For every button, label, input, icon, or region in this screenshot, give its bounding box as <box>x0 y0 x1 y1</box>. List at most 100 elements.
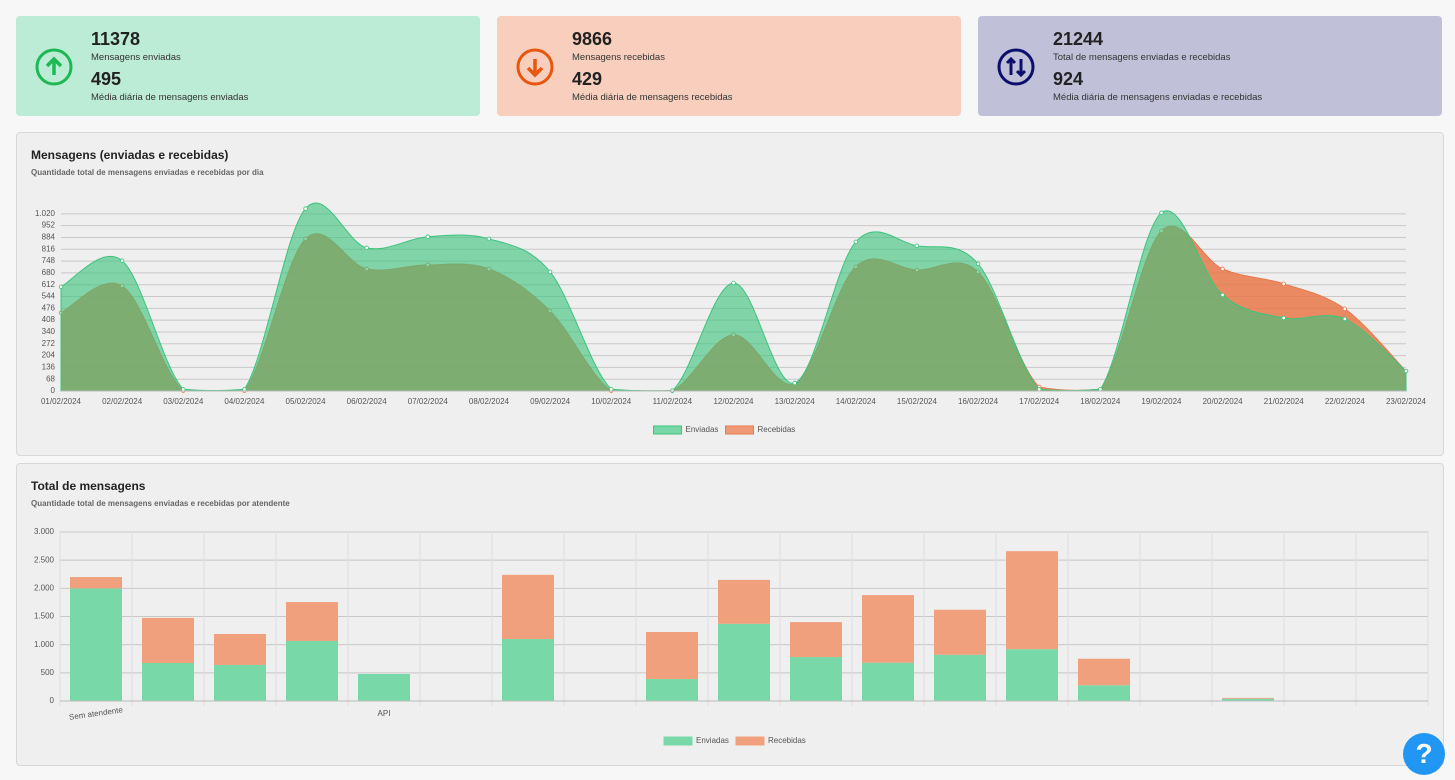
x-tick-label: 19/02/2024 <box>1141 397 1182 406</box>
point <box>853 239 858 244</box>
x-tick-label: 18/02/2024 <box>1080 397 1121 406</box>
x-tick-label: 01/02/2024 <box>41 397 82 406</box>
bar-segment <box>1078 685 1130 701</box>
bar-segment <box>934 654 986 701</box>
bar-segment <box>646 679 698 701</box>
y-tick-label: 408 <box>42 315 56 324</box>
card-avg: 495 <box>91 69 122 89</box>
point <box>1220 292 1225 298</box>
bar-segment <box>718 579 770 624</box>
bar-segment <box>646 631 698 680</box>
y-tick-label: 816 <box>42 244 56 253</box>
bar-segment <box>718 623 770 701</box>
card-avg: 429 <box>572 69 603 89</box>
chart-panel: Total de mensagens Quantidade total de me… <box>16 463 1444 766</box>
y-tick-label: 340 <box>42 327 56 336</box>
y-tick-label: 500 <box>41 668 55 677</box>
point <box>58 284 64 289</box>
bar-segment <box>1222 698 1274 701</box>
y-tick-label: 136 <box>42 362 56 371</box>
bar-segment <box>862 662 914 701</box>
legend-swatch <box>653 425 682 435</box>
y-tick-label: 1.500 <box>34 612 55 621</box>
card: 21244 Total de mensagens enviadas e rece… <box>978 16 1442 116</box>
card: 11378 Mensagens enviadas 495 Média diári… <box>16 16 480 116</box>
bar-segment <box>142 662 194 701</box>
y-tick-label: 952 <box>42 221 56 230</box>
point <box>1403 368 1409 374</box>
point <box>547 269 553 275</box>
x-tick-label: 17/02/2024 <box>1019 397 1060 406</box>
bar-segment <box>286 602 338 641</box>
x-tick-label: 03/02/2024 <box>163 397 204 406</box>
chart-panel: Mensagens (enviadas e recebidas) Quantida… <box>16 132 1444 456</box>
y-tick-label: 748 <box>42 256 56 265</box>
x-tick-label: 08/02/2024 <box>469 397 510 406</box>
y-tick-label: 680 <box>42 268 56 277</box>
point <box>1159 210 1164 215</box>
point <box>119 258 125 263</box>
chart-title: Total de mensagens <box>31 479 146 493</box>
x-tick-label: 14/02/2024 <box>836 397 877 406</box>
y-tick-label: 2.000 <box>34 583 55 592</box>
bar-segment <box>358 673 410 701</box>
y-tick-label: 2.500 <box>34 555 55 564</box>
x-tick-label: 20/02/2024 <box>1203 397 1244 406</box>
x-tick-label: Sem atendente <box>68 705 124 722</box>
bar-segment <box>1006 551 1058 650</box>
point <box>914 243 920 248</box>
bar-segment <box>1222 697 1274 699</box>
bar-segment <box>862 595 914 663</box>
y-tick-label: 272 <box>42 339 56 348</box>
card-avg-label: Média diária de mensagens enviadas e rec… <box>1053 92 1263 103</box>
bar-segment <box>790 657 842 701</box>
point <box>1281 281 1286 287</box>
icon <box>997 48 1035 86</box>
x-tick-label: 22/02/2024 <box>1325 397 1366 406</box>
bar-segment <box>70 588 122 701</box>
legend-label: Recebidas <box>768 736 806 745</box>
point <box>731 280 736 286</box>
x-tick-label: 07/02/2024 <box>408 397 449 406</box>
bar-segment <box>70 577 122 589</box>
legend-swatch <box>735 736 765 746</box>
card-label: Total de mensagens enviadas e recebidas <box>1053 52 1231 63</box>
chart: Total de mensagens Quantidade total de me… <box>31 479 1429 746</box>
legend-label: Enviadas <box>696 736 729 745</box>
x-tick-label: 04/02/2024 <box>224 397 265 406</box>
y-tick-label: 476 <box>42 303 56 312</box>
bar-segment <box>1006 649 1058 701</box>
card-value: 11378 <box>91 29 141 49</box>
area <box>60 202 1407 392</box>
icon <box>516 48 554 86</box>
x-tick-label: 21/02/2024 <box>1264 397 1305 406</box>
card-value: 9866 <box>572 29 613 49</box>
legend-swatch <box>725 425 754 435</box>
y-tick-label: 612 <box>42 280 56 289</box>
bar-segment <box>1078 658 1130 686</box>
card-value: 21244 <box>1053 29 1104 49</box>
point <box>1220 266 1225 272</box>
bar-segment <box>934 609 986 655</box>
point <box>1281 315 1286 321</box>
bar-segment <box>214 664 266 701</box>
point <box>303 206 308 211</box>
y-tick-label: 544 <box>42 292 56 301</box>
y-tick-label: 884 <box>42 233 56 242</box>
y-tick-label: 3.000 <box>34 527 55 536</box>
legend-label: Enviadas <box>686 425 719 434</box>
x-tick-label: 15/02/2024 <box>897 397 938 406</box>
point <box>792 380 797 386</box>
x-tick-label: 23/02/2024 <box>1386 397 1427 406</box>
bar-segment <box>142 617 194 663</box>
y-tick-label: 1.020 <box>35 209 56 218</box>
bar-segment <box>502 639 554 701</box>
icon <box>35 48 73 86</box>
help-button[interactable]: ? <box>1403 733 1445 775</box>
bar-segment <box>502 574 554 640</box>
x-tick-label: 12/02/2024 <box>713 397 754 406</box>
y-tick-label: 1.000 <box>34 640 55 649</box>
bar-segment <box>286 640 338 701</box>
chart-subtitle: Quantidade total de mensagens enviadas e… <box>31 168 264 177</box>
point <box>486 236 492 242</box>
